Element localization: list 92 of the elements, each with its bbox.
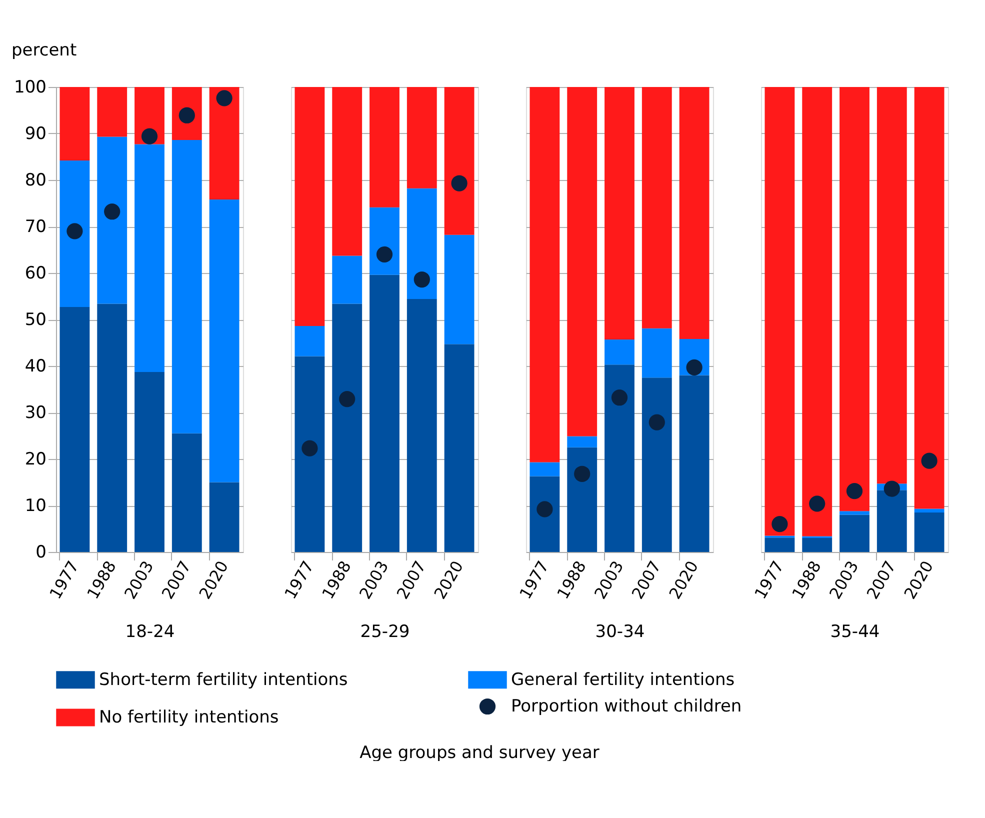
y-tick-label: 60 (24, 264, 46, 284)
bar (97, 136, 128, 304)
bar (530, 476, 560, 552)
point (302, 440, 318, 456)
point (66, 223, 83, 240)
point (141, 128, 158, 144)
bar (332, 256, 362, 304)
bar (332, 87, 362, 256)
x-axis-title: 25-29 (360, 622, 410, 642)
bar (914, 508, 944, 512)
y-tick-label: 50 (24, 310, 46, 330)
bar (370, 274, 400, 552)
point (216, 90, 232, 106)
legend-label: Short-term fertility intentions (99, 670, 348, 690)
point (536, 501, 553, 518)
bar (444, 344, 474, 552)
bar (209, 482, 240, 552)
bar (134, 144, 164, 372)
bar (60, 87, 90, 160)
bar (642, 378, 672, 552)
x-axis-title: 18-24 (125, 622, 175, 642)
y-tick-label: 80 (24, 170, 46, 190)
bar (604, 87, 634, 340)
bar (642, 87, 672, 328)
legend-label: No fertility intentions (99, 708, 279, 728)
point (648, 414, 665, 430)
legend-label: Porportion without children (511, 696, 742, 716)
bar (530, 87, 560, 462)
y-axis-title: percent (12, 40, 77, 60)
y-tick-label: 90 (24, 124, 46, 144)
bar (97, 87, 128, 137)
y-tick-label: 20 (24, 450, 46, 470)
bar (530, 462, 560, 476)
point (846, 483, 863, 500)
bar (209, 87, 240, 200)
bar (604, 364, 634, 552)
legend-label: General fertility intentions (511, 670, 735, 690)
bar (604, 339, 634, 365)
bar (679, 375, 710, 552)
bar (914, 87, 944, 509)
bar (134, 372, 164, 552)
bar (294, 356, 325, 552)
bar (406, 188, 437, 300)
bar (840, 87, 870, 512)
bar (60, 160, 90, 307)
point (884, 480, 900, 497)
x-axis-title: 30-34 (595, 622, 645, 642)
bar (567, 447, 598, 552)
bar (444, 234, 474, 344)
point (772, 516, 788, 532)
bar (802, 87, 832, 536)
x-axis-title: 35-44 (830, 622, 880, 642)
bar (679, 87, 710, 340)
bar (172, 433, 202, 552)
bar (209, 200, 240, 482)
bar (642, 328, 672, 378)
bar (444, 87, 474, 235)
bar (97, 304, 128, 552)
bar (567, 436, 598, 448)
bar (172, 140, 202, 434)
point (451, 175, 468, 192)
point (809, 496, 826, 512)
point (686, 359, 702, 376)
point (104, 204, 120, 220)
y-tick-label: 30 (24, 403, 46, 423)
bar (294, 87, 325, 326)
bar (406, 87, 437, 188)
y-tick-label: 40 (24, 356, 46, 376)
bar (876, 490, 907, 552)
bar (876, 87, 907, 484)
point (414, 271, 430, 288)
bar (406, 299, 437, 552)
bar (332, 304, 362, 552)
point (921, 452, 938, 469)
bar (370, 87, 400, 208)
bar (802, 538, 832, 552)
y-tick-label: 70 (24, 217, 46, 237)
bar (914, 512, 944, 552)
point (611, 390, 628, 406)
bar (764, 87, 795, 536)
bar (60, 306, 90, 552)
y-tick-label: 0 (36, 542, 46, 562)
bar (764, 538, 795, 552)
point (376, 246, 393, 262)
bar (567, 87, 598, 436)
point (574, 466, 590, 482)
bar (294, 326, 325, 356)
point (339, 390, 356, 408)
y-tick-label: 10 (24, 496, 46, 516)
y-tick-label: 100 (14, 78, 46, 98)
bar (840, 514, 870, 552)
bar (840, 511, 870, 515)
